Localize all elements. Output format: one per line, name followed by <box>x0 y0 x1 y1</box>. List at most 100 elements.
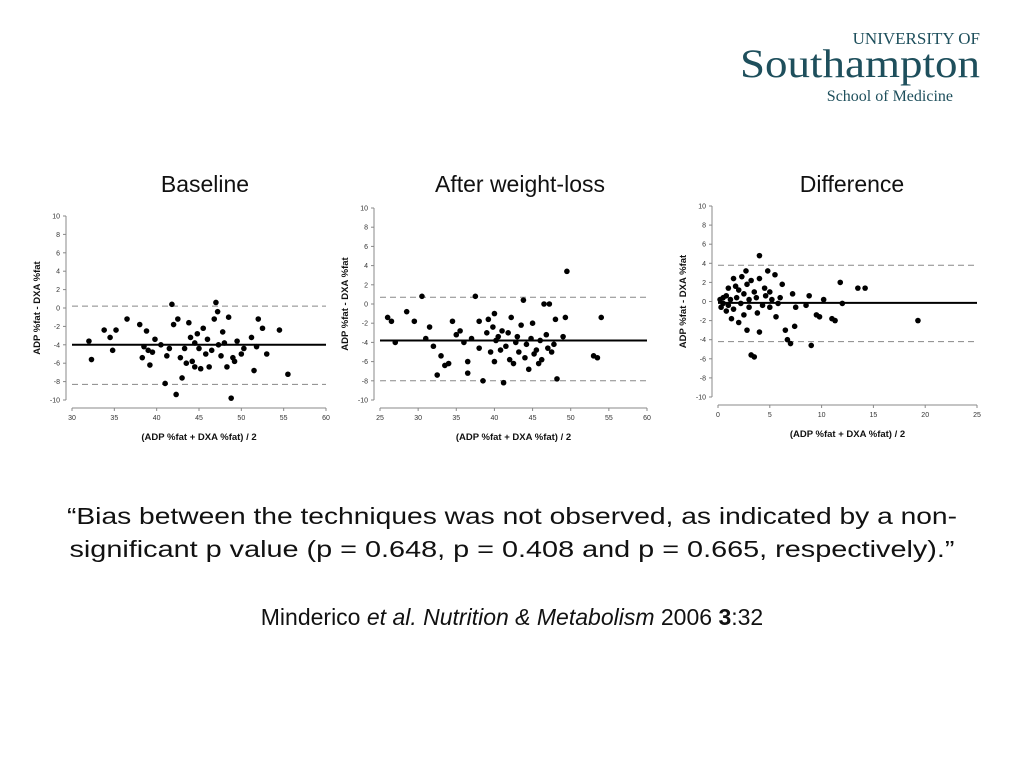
point <box>773 313 779 320</box>
y-tick-label: 4 <box>702 261 706 268</box>
point <box>388 318 395 325</box>
chart-title: Difference <box>800 171 904 197</box>
point <box>564 268 570 275</box>
point <box>231 358 238 365</box>
point <box>175 316 181 322</box>
point <box>735 319 742 326</box>
point <box>170 321 177 328</box>
point <box>533 347 540 353</box>
point <box>808 342 815 349</box>
y-tick-label: 10 <box>360 206 368 213</box>
logo-university: UNIVERSITY OF <box>853 29 980 48</box>
point <box>915 317 921 324</box>
y-tick-label: 10 <box>698 204 706 211</box>
y-tick-label: 2 <box>56 287 60 294</box>
point <box>782 327 789 333</box>
point <box>594 354 601 361</box>
point <box>741 291 747 297</box>
point <box>510 360 517 367</box>
y-tick-label: 0 <box>364 302 368 309</box>
point <box>206 364 212 370</box>
point <box>234 338 240 344</box>
point <box>806 292 812 299</box>
point <box>166 345 173 352</box>
citation-year: 2006 <box>661 604 712 630</box>
point <box>255 316 262 322</box>
point <box>191 364 198 370</box>
point <box>202 351 209 357</box>
point <box>508 314 515 321</box>
point <box>224 364 230 370</box>
x-tick-label: 25 <box>973 412 981 419</box>
point <box>791 323 798 330</box>
point <box>748 277 754 284</box>
point <box>743 268 749 274</box>
point <box>512 339 519 346</box>
x-tick-label: 50 <box>567 415 575 422</box>
point <box>552 316 559 323</box>
y-tick-label: 2 <box>702 280 706 287</box>
x-tick-label: 45 <box>195 415 203 422</box>
point <box>495 333 502 340</box>
point <box>523 341 530 348</box>
point <box>725 285 732 291</box>
point <box>723 292 730 299</box>
citation-author: Minderico <box>261 604 361 630</box>
point <box>730 275 737 282</box>
point <box>472 293 479 300</box>
point <box>751 289 758 295</box>
point <box>183 360 190 367</box>
point <box>767 304 773 311</box>
point <box>837 279 844 286</box>
point <box>218 353 224 359</box>
point <box>453 331 460 338</box>
point <box>762 292 769 299</box>
point <box>772 271 778 278</box>
point <box>197 365 204 372</box>
point <box>169 301 175 308</box>
point <box>219 329 226 335</box>
point <box>464 358 471 365</box>
point <box>468 335 475 342</box>
point <box>733 294 740 301</box>
point <box>285 371 291 378</box>
point <box>730 306 737 312</box>
point <box>538 356 545 363</box>
logo-southampton: Southampton <box>740 41 980 86</box>
point <box>756 275 763 282</box>
y-tick-label: 8 <box>56 232 60 239</box>
point <box>411 318 418 325</box>
point <box>746 304 752 311</box>
point <box>803 302 809 309</box>
point <box>124 316 130 322</box>
point <box>491 310 498 317</box>
point <box>259 325 266 332</box>
point <box>422 335 429 342</box>
point <box>518 322 524 328</box>
point <box>598 314 605 321</box>
point <box>208 347 215 354</box>
point <box>204 336 211 343</box>
point <box>149 349 156 355</box>
point <box>136 321 143 328</box>
y-tick-label: -8 <box>54 379 60 386</box>
point <box>744 281 750 288</box>
point <box>820 296 827 303</box>
point <box>525 366 532 373</box>
point <box>113 327 119 333</box>
y-tick-label: 6 <box>702 242 706 249</box>
point <box>528 335 534 342</box>
point <box>562 314 569 321</box>
point <box>832 317 838 324</box>
x-tick-label: 35 <box>452 415 460 422</box>
point <box>725 302 732 309</box>
citation-pages: :32 <box>731 604 763 630</box>
point <box>187 334 194 341</box>
point <box>728 315 735 322</box>
point <box>545 345 551 351</box>
point <box>101 327 107 333</box>
point <box>476 318 482 325</box>
point <box>147 362 153 368</box>
point <box>839 300 846 307</box>
